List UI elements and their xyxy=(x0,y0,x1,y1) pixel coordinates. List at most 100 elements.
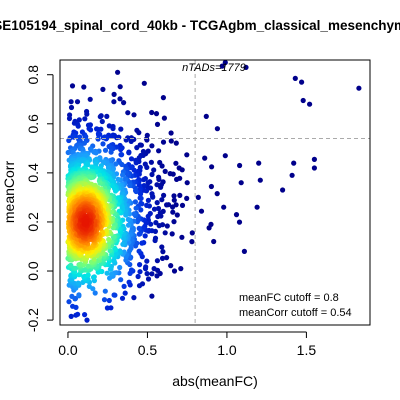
scatter-point xyxy=(184,152,190,158)
scatter-point xyxy=(221,204,227,210)
scatter-point xyxy=(214,191,220,197)
scatter-point xyxy=(125,216,131,223)
scatter-point xyxy=(148,221,154,227)
scatter-point xyxy=(356,85,362,91)
scatter-point xyxy=(99,118,105,125)
scatter-point xyxy=(307,101,313,107)
scatter-point xyxy=(85,272,91,278)
scatter-point xyxy=(149,191,155,197)
scatter-point xyxy=(112,188,119,194)
scatter-point xyxy=(198,208,205,214)
scatter-point xyxy=(162,230,168,236)
scatter-point xyxy=(178,266,184,272)
scatter-point xyxy=(168,263,174,269)
scatter-point xyxy=(160,249,166,255)
scatter-point xyxy=(120,241,126,247)
scatter-point xyxy=(100,135,106,141)
scatter-point xyxy=(170,209,176,215)
scatter-point xyxy=(168,130,174,136)
scatter-point xyxy=(169,231,175,237)
scatter-point xyxy=(126,279,132,285)
scatter-point xyxy=(179,234,185,240)
scatter-point xyxy=(113,161,119,167)
scatter-point xyxy=(162,168,168,174)
scatter-point xyxy=(76,117,82,123)
scatter-point xyxy=(159,244,165,250)
scatter-point xyxy=(257,177,263,183)
scatter-point xyxy=(100,86,106,92)
scatter-point xyxy=(137,190,143,196)
chart-title: GSE105194_spinal_cord_40kb - TCGAgbm_cla… xyxy=(0,18,400,33)
scatter-point xyxy=(153,111,160,117)
scatter-point xyxy=(111,91,117,97)
scatter-point xyxy=(299,79,305,85)
scatter-point xyxy=(173,160,179,166)
scatter-point xyxy=(84,317,90,323)
cutoff-lines xyxy=(60,60,370,325)
scatter-point xyxy=(121,100,127,106)
scatter-point xyxy=(137,269,143,275)
scatter-point xyxy=(123,212,129,218)
scatter-point xyxy=(144,258,150,264)
scatter-point xyxy=(106,236,112,243)
scatter-point xyxy=(76,292,82,298)
y-tick-label: 0.4 xyxy=(25,163,41,183)
scatter-point xyxy=(139,240,145,246)
scatter-point xyxy=(167,171,173,177)
scatter-point xyxy=(145,180,151,186)
scatter-point xyxy=(107,275,113,281)
scatter-point xyxy=(280,187,286,193)
scatter-point xyxy=(171,268,178,274)
scatter-point xyxy=(164,255,170,261)
scatter-point xyxy=(164,223,170,229)
scatter-point xyxy=(160,139,167,145)
scatter-point xyxy=(110,125,116,132)
scatter-point xyxy=(111,292,117,298)
scatter-point xyxy=(88,175,94,181)
scatter-point xyxy=(206,225,212,231)
scatter-point xyxy=(134,145,140,151)
scatter-point xyxy=(82,312,88,318)
scatter-point xyxy=(158,184,164,190)
scatter-point xyxy=(154,258,160,264)
scatter-point xyxy=(238,180,244,186)
scatter-point xyxy=(118,277,124,283)
scatter-point xyxy=(151,206,158,212)
y-axis-label: meanCorr xyxy=(1,161,17,224)
scatter-point xyxy=(149,143,155,149)
scatter-point xyxy=(96,132,102,138)
scatter-point xyxy=(83,218,89,225)
scatter-point xyxy=(254,204,260,210)
scatter-point xyxy=(189,230,195,236)
scatter-point xyxy=(189,239,195,245)
scatter-point xyxy=(256,160,262,166)
scatter-point xyxy=(108,145,114,151)
scatter-point xyxy=(122,177,128,183)
scatter-point xyxy=(154,121,161,127)
scatter-point xyxy=(136,231,142,237)
scatter-point xyxy=(143,264,149,270)
scatter-point xyxy=(133,160,139,166)
scatter-point xyxy=(171,193,177,199)
scatter-point xyxy=(75,311,81,317)
scatter-point xyxy=(151,167,157,173)
scatter-point xyxy=(136,248,142,254)
scatter-point xyxy=(101,297,108,303)
scatter-point xyxy=(311,156,317,162)
scatter-point xyxy=(156,176,162,182)
scatter-point xyxy=(171,197,177,203)
scatter-point xyxy=(222,153,228,159)
scatter-point xyxy=(128,138,134,144)
scatter-point xyxy=(160,95,166,101)
scatter-point xyxy=(173,140,179,146)
scatter-point xyxy=(237,162,243,169)
scatter-point xyxy=(209,164,215,170)
scatter-point xyxy=(159,255,166,261)
scatter-point xyxy=(75,123,81,129)
scatter-point xyxy=(126,150,132,156)
scatter-point xyxy=(134,127,140,133)
scatter-point xyxy=(177,192,183,198)
scatter-point xyxy=(102,147,109,153)
scatter-point xyxy=(142,161,148,167)
scatter-point xyxy=(202,155,208,161)
